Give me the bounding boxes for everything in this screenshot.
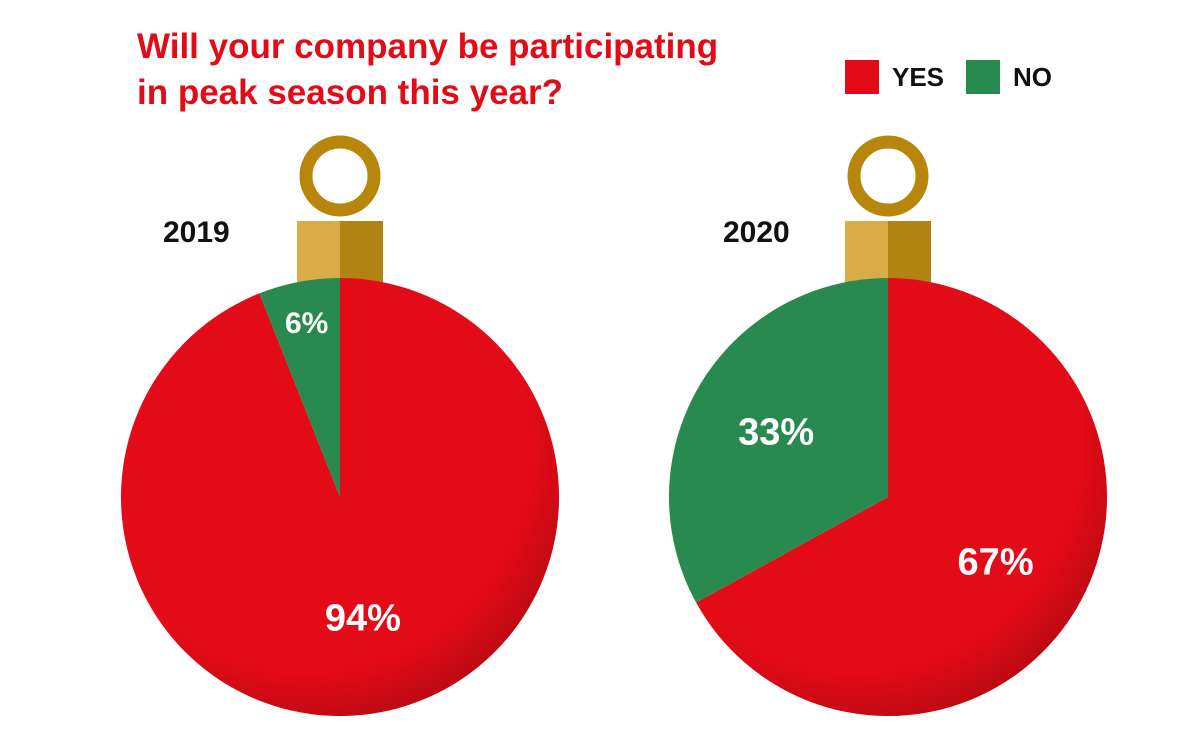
slice-label-2020-no: 33% bbox=[738, 412, 814, 454]
ornament-cap-right-2019 bbox=[340, 221, 383, 285]
slice-label-2019-no: 6% bbox=[285, 307, 328, 340]
chart-title-line-2: in peak season this year? bbox=[137, 73, 564, 112]
ornament-cap-left-2020 bbox=[845, 221, 888, 285]
chart-title: Will your company be participating in pe… bbox=[137, 24, 757, 116]
legend: YES NO bbox=[845, 60, 1074, 94]
chart-title-line-1: Will your company be participating bbox=[137, 27, 719, 66]
legend-label-yes: YES bbox=[892, 61, 945, 92]
legend-swatch-no bbox=[966, 60, 1001, 94]
ornament-hook-2019 bbox=[299, 135, 381, 217]
ornament-shading-2019 bbox=[121, 278, 559, 716]
year-label-2019: 2019 bbox=[163, 216, 230, 249]
legend-swatch-yes bbox=[845, 60, 879, 94]
legend-item-yes: YES bbox=[845, 60, 944, 94]
ornament-cap-left-2019 bbox=[297, 221, 340, 285]
ornament-shading-2020 bbox=[669, 278, 1107, 716]
slice-label-2020-yes: 67% bbox=[958, 541, 1034, 583]
legend-item-no: NO bbox=[966, 60, 1052, 94]
year-label-2020: 2020 bbox=[723, 216, 790, 249]
ornament-hook-2020 bbox=[847, 135, 929, 217]
legend-label-no: NO bbox=[1013, 61, 1053, 92]
slice-label-2019-yes: 94% bbox=[325, 598, 401, 640]
ornament-cap-right-2020 bbox=[888, 221, 931, 285]
